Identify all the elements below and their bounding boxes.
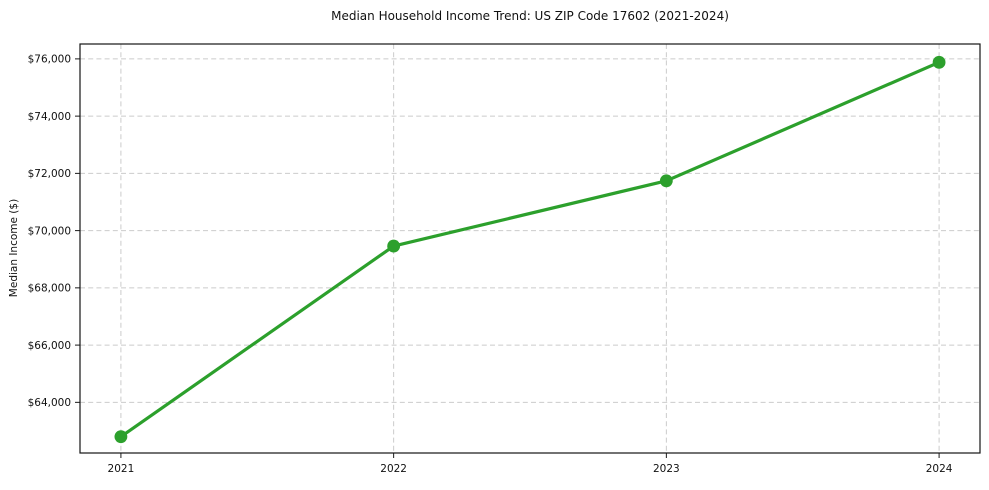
y-tick-label: $70,000 — [28, 225, 71, 237]
data-point — [114, 430, 128, 444]
x-tick-label: 2022 — [380, 463, 407, 475]
x-tick-label: 2024 — [926, 463, 953, 475]
y-axis-label: Median Income ($) — [8, 198, 20, 298]
y-tick-label: $74,000 — [28, 111, 71, 123]
data-point — [932, 55, 946, 69]
x-tick-label: 2023 — [653, 463, 680, 475]
y-tick-label: $76,000 — [28, 54, 71, 66]
data-point — [659, 174, 673, 188]
y-tick-label: $68,000 — [28, 283, 71, 295]
line-chart-svg: $64,000 $66,000 $68,000 $70,000 $72,000 $74,0… — [28, 43, 981, 475]
trend-line — [119, 60, 941, 439]
y-tick-label: $66,000 — [28, 340, 71, 352]
data-point — [387, 239, 401, 253]
plot-frame — [79, 43, 981, 454]
x-tick-label: 2021 — [108, 463, 135, 475]
y-tick-label: $72,000 — [28, 168, 71, 180]
chart-title: Median Household Income Trend: US ZIP Co… — [331, 9, 729, 23]
y-tick-label: $64,000 — [28, 397, 71, 409]
plot-area: $64,000 $66,000 $68,000 $70,000 $72,000 $74,0… — [28, 43, 981, 475]
